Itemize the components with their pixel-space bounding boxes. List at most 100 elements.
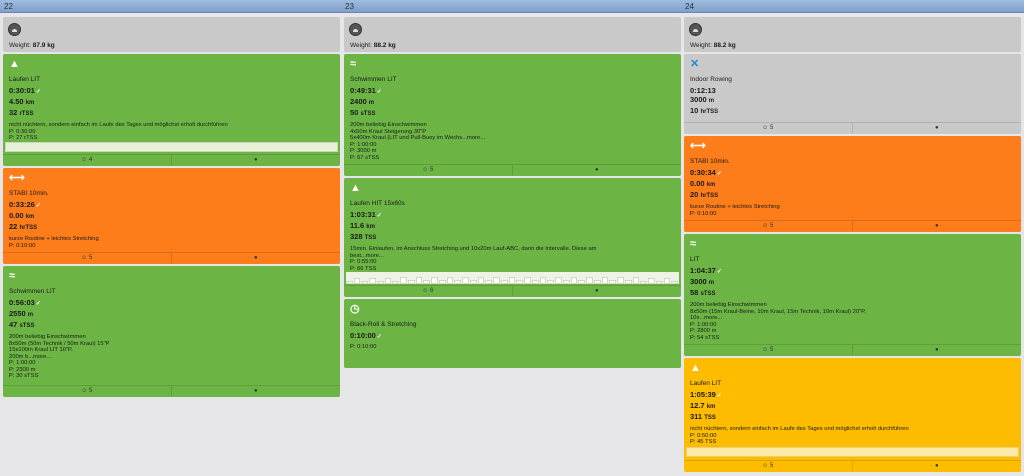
completed-check-icon: ✓ [35, 301, 41, 307]
comments-icon[interactable]: ● [594, 167, 599, 173]
rating-button[interactable]: ☺ 5 [684, 461, 853, 471]
workout-card[interactable]: ◷ Black-Roll & Stretching 0:10:00✓ P: 0:… [344, 299, 681, 368]
interval-bar [438, 280, 446, 284]
workout-description: kurze Routine + leichtes Stretching [690, 204, 780, 210]
interval-bar [400, 276, 407, 284]
workout-title: Laufen LIT [690, 380, 722, 387]
interval-bar [663, 278, 671, 284]
workout-footer: ☺ 5 ● [344, 164, 681, 175]
interval-bar [531, 280, 539, 284]
workout-description: nicht nüchtern, sondern einfach im Laufe… [9, 122, 228, 128]
weight-card[interactable]: Weight: 88.2 kg [684, 17, 1021, 52]
workout-card[interactable]: ≈ LIT 1:04:37✓ 3000 m 58 sTSS 200m belie… [684, 234, 1021, 356]
interval-bar [500, 280, 508, 284]
workout-load: 50 sTSS [350, 108, 376, 117]
workout-distance: 3000 m [690, 277, 715, 286]
planned-value: P: 0:10:00 [9, 242, 36, 249]
comments-icon[interactable]: ● [934, 463, 939, 469]
interval-bar [485, 280, 493, 284]
running-shoe-icon: ▲ [690, 362, 701, 374]
comments-icon[interactable]: ● [253, 255, 258, 261]
workout-card[interactable]: ≈ Schwimmen LIT 0:56:03✓ 2550 m 47 sTSS … [3, 266, 340, 397]
swim-icon: ≈ [9, 270, 16, 282]
workout-distance: 0.00 km [9, 211, 35, 220]
weight-card[interactable]: Weight: 87.9 kg [3, 17, 340, 52]
workout-card[interactable]: ⟷ STABI 10min. 0:30:34✓ 0.00 km 20 hrTSS… [684, 136, 1021, 232]
planned-value: P: 2800 m [690, 328, 717, 334]
day-number: 24 [685, 2, 694, 11]
completed-check-icon: ✓ [716, 269, 722, 275]
planned-value: P: 0:55:00 [350, 259, 377, 265]
workout-card[interactable]: ⟷ STABI 10min. 0:33:26✓ 0.00 km 22 hrTSS… [3, 168, 340, 264]
workout-distance: 11.6 km [350, 221, 375, 230]
workout-duration: 1:04:37✓ [690, 266, 722, 275]
workout-card[interactable]: ≈ Schwimmen LIT 0:49:31✓ 2400 m 50 sTSS … [344, 54, 681, 176]
workout-load: 32 rTSS [9, 108, 34, 117]
workout-distance: 12.7 km [690, 401, 716, 410]
workout-footer: ☺ 5 ● [684, 344, 1021, 355]
planned-value: P: 30 sTSS [9, 373, 39, 379]
strength-icon: ⟷ [9, 172, 25, 184]
comments-icon[interactable]: ● [934, 223, 939, 229]
weight-card[interactable]: Weight: 88.2 kg [344, 17, 681, 52]
rating-button[interactable]: ☺ 5 [344, 165, 513, 175]
rating-button[interactable]: ☺ 5 [684, 123, 853, 133]
workout-description: nicht nüchtern, sondern einfach im Laufe… [690, 426, 909, 432]
planned-value: P: 3000 m [350, 148, 377, 154]
interval-bar [446, 276, 454, 284]
scale-icon [349, 23, 362, 36]
comments-icon[interactable]: ● [594, 288, 599, 294]
workout-load: 328 TSS [350, 232, 377, 241]
interval-bar [431, 276, 438, 284]
swim-icon: ≈ [350, 58, 357, 70]
interval-bar [539, 276, 547, 284]
interval-bar [462, 276, 469, 284]
interval-bar [369, 278, 376, 284]
workout-duration: 1:03:31✓ [350, 210, 382, 219]
interval-bar [671, 281, 678, 284]
workout-distance: 2400 m [350, 97, 375, 106]
rating-button[interactable]: ☺ 6 [344, 286, 513, 296]
workout-load: 58 sTSS [690, 288, 716, 297]
workout-card[interactable]: ▲ Laufen LIT 1:05:39✓ 12.7 km 311 TSS ni… [684, 358, 1021, 472]
workout-title: STABI 10min. [690, 158, 730, 165]
comments-icon[interactable]: ● [934, 347, 939, 353]
intensity-bar [5, 142, 338, 152]
workout-card[interactable]: ▲ Laufen LIT 0:30:01✓ 4.50 km 32 rTSS ni… [3, 54, 340, 166]
rating-button[interactable]: ☺ 5 [3, 253, 172, 263]
interval-bar [640, 281, 647, 284]
interval-bar [655, 281, 663, 284]
workout-duration: 0:33:26✓ [9, 200, 41, 209]
comments-icon[interactable]: ● [253, 388, 258, 394]
interval-bar [524, 276, 531, 284]
intensity-bar [686, 447, 1019, 457]
workout-duration: 0:30:01✓ [9, 86, 41, 95]
workout-card[interactable]: ✕ Indoor Rowing 0:12:13 3000 m 10 hrTSS … [684, 54, 1021, 134]
planned-value: P: 1:00:00 [690, 321, 717, 328]
workout-title: STABI 10min. [9, 190, 49, 197]
workout-duration: 0:49:31✓ [350, 86, 382, 95]
planned-value: P: 0:30:00 [9, 128, 36, 135]
interval-bar [624, 280, 632, 284]
comments-icon[interactable]: ● [253, 157, 258, 163]
running-shoe-icon: ▲ [9, 58, 20, 70]
workout-card[interactable]: ▲ Laufen HIT 15x60s 1:03:31✓ 11.6 km 328… [344, 178, 681, 297]
rating-button[interactable]: ☺ 5 [684, 221, 853, 231]
completed-check-icon: ✓ [376, 89, 382, 95]
rating-button[interactable]: ☺ 4 [3, 155, 172, 165]
interval-bar [632, 276, 640, 284]
interval-bar [392, 281, 400, 284]
interval-bar [508, 276, 516, 284]
workout-description: kurze Routine + leichtes Stretching [9, 236, 99, 242]
workout-description: 200m beliebig Einschwimmen 8x50m (50m Te… [9, 334, 110, 360]
weight-text: Weight: 88.2 kg [690, 42, 736, 49]
interval-bar [376, 281, 384, 284]
interval-bar [593, 280, 601, 284]
running-shoe-icon: ▲ [350, 182, 361, 194]
interval-bar [570, 276, 578, 284]
comments-icon[interactable]: ● [934, 125, 939, 131]
rating-button[interactable]: ☺ 5 [3, 386, 172, 396]
rating-button[interactable]: ☺ 5 [684, 345, 853, 355]
interval-bar [617, 276, 624, 284]
workout-duration: 0:10:00✓ [350, 331, 382, 340]
